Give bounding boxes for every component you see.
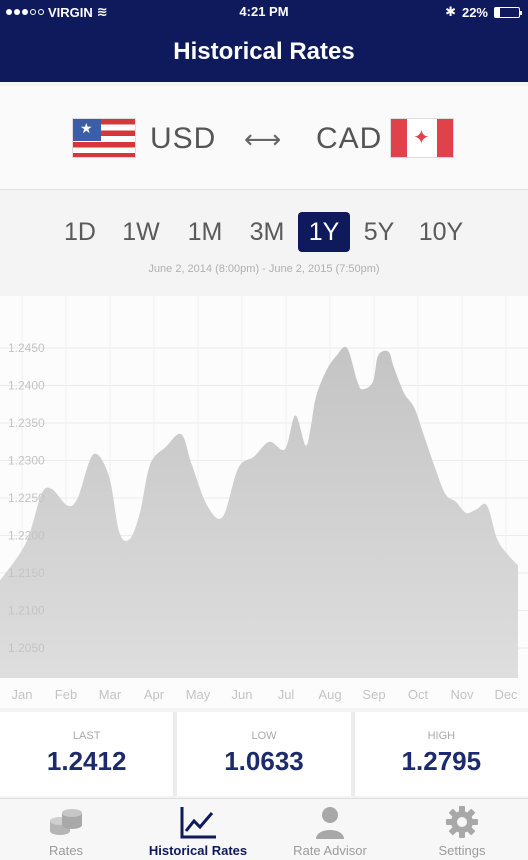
y-tick-label: 1.2400 [8, 379, 45, 393]
rate-area-series [0, 347, 518, 678]
battery-level [495, 8, 500, 17]
tab-settings[interactable]: Settings [396, 799, 528, 860]
y-tick-label: 1.2450 [8, 341, 45, 355]
from-currency[interactable]: USD [150, 122, 216, 156]
bottom-tab-bar: Rates Historical Rates Rate Advisor Sett… [0, 798, 528, 860]
tab-label: Historical Rates [132, 843, 264, 858]
line-chart-icon [178, 805, 218, 839]
bluetooth-icon: ✱ [445, 4, 456, 20]
stat-high: HIGH 1.2795 [355, 712, 528, 796]
rate-chart-svg: 1.2450 1.2400 1.2350 1.2300 1.2250 1.2200 1.21… [0, 296, 528, 708]
stat-value: 1.2795 [355, 746, 528, 777]
range-tab-3m[interactable]: 3M [242, 212, 292, 252]
x-tick-label: Apr [144, 687, 165, 702]
stat-value: 1.0633 [177, 746, 350, 777]
range-tab-1m[interactable]: 1M [180, 212, 230, 252]
y-tick-label: 1.2300 [8, 454, 45, 468]
range-tab-1d[interactable]: 1D [58, 212, 102, 252]
tab-rates[interactable]: Rates [0, 799, 132, 860]
y-tick-label: 1.2150 [8, 566, 45, 580]
x-tick-label: Oct [408, 687, 429, 702]
tab-label: Rate Advisor [264, 843, 396, 858]
range-tab-10y[interactable]: 10Y [410, 212, 472, 252]
x-tick-label: Nov [450, 687, 474, 702]
x-tick-label: Jul [278, 687, 295, 702]
navigation-bar: Historical Rates [0, 22, 528, 82]
tab-historical-rates[interactable]: Historical Rates [132, 799, 264, 860]
y-tick-label: 1.2050 [8, 641, 45, 655]
stat-label: LOW [177, 730, 350, 742]
y-tick-label: 1.2250 [8, 491, 45, 505]
stat-label: LAST [0, 730, 173, 742]
battery-percent: 22% [462, 5, 488, 20]
canada-flag-icon[interactable]: ✦ [390, 118, 454, 158]
tab-label: Rates [0, 843, 132, 858]
battery-icon [494, 7, 520, 18]
stat-label: HIGH [355, 730, 528, 742]
y-axis-ticks: 1.2450 1.2400 1.2350 1.2300 1.2250 1.2200 1.21… [8, 341, 45, 655]
range-tab-1w[interactable]: 1W [115, 212, 167, 252]
currency-pair-selector[interactable]: USD ⟷ CAD ✦ [0, 86, 528, 190]
page-title: Historical Rates [0, 38, 528, 66]
x-tick-label: Jan [12, 687, 33, 702]
range-tab-5y[interactable]: 5Y [357, 212, 401, 252]
rate-stats: LAST 1.2412 LOW 1.0633 HIGH 1.2795 [0, 712, 528, 796]
us-flag-icon[interactable] [72, 118, 136, 158]
status-right: ✱ 22% [445, 4, 520, 20]
to-currency[interactable]: CAD [316, 122, 382, 156]
coins-icon [46, 805, 86, 839]
x-tick-label: Mar [99, 687, 122, 702]
x-tick-label: Dec [494, 687, 518, 702]
y-tick-label: 1.2200 [8, 529, 45, 543]
tab-label: Settings [396, 843, 528, 858]
y-tick-label: 1.2350 [8, 416, 45, 430]
stat-last: LAST 1.2412 [0, 712, 173, 796]
x-tick-label: Feb [55, 687, 77, 702]
stat-value: 1.2412 [0, 746, 173, 777]
range-tab-1y[interactable]: 1Y [298, 212, 350, 252]
x-tick-label: Aug [318, 687, 341, 702]
x-tick-label: May [186, 687, 211, 702]
rate-chart[interactable]: 1.2450 1.2400 1.2350 1.2300 1.2250 1.2200 1.21… [0, 296, 528, 708]
gear-icon [442, 805, 482, 839]
tab-rate-advisor[interactable]: Rate Advisor [264, 799, 396, 860]
time-range-tabs: 1D 1W 1M 3M 1Y 5Y 10Y [0, 212, 528, 256]
stat-low: LOW 1.0633 [177, 712, 350, 796]
swap-arrow-icon[interactable]: ⟷ [244, 124, 281, 155]
y-tick-label: 1.2100 [8, 604, 45, 618]
x-tick-label: Jun [232, 687, 253, 702]
date-range-label: June 2, 2014 (8:00pm) - June 2, 2015 (7:… [0, 263, 528, 275]
x-axis-ticks: Jan Feb Mar Apr May Jun Jul Aug Sep Oct Nov Dec [12, 687, 519, 702]
x-tick-label: Sep [362, 687, 385, 702]
person-icon [310, 805, 350, 839]
status-bar: VIRGIN ≋ 4:21 PM ✱ 22% [0, 0, 528, 22]
